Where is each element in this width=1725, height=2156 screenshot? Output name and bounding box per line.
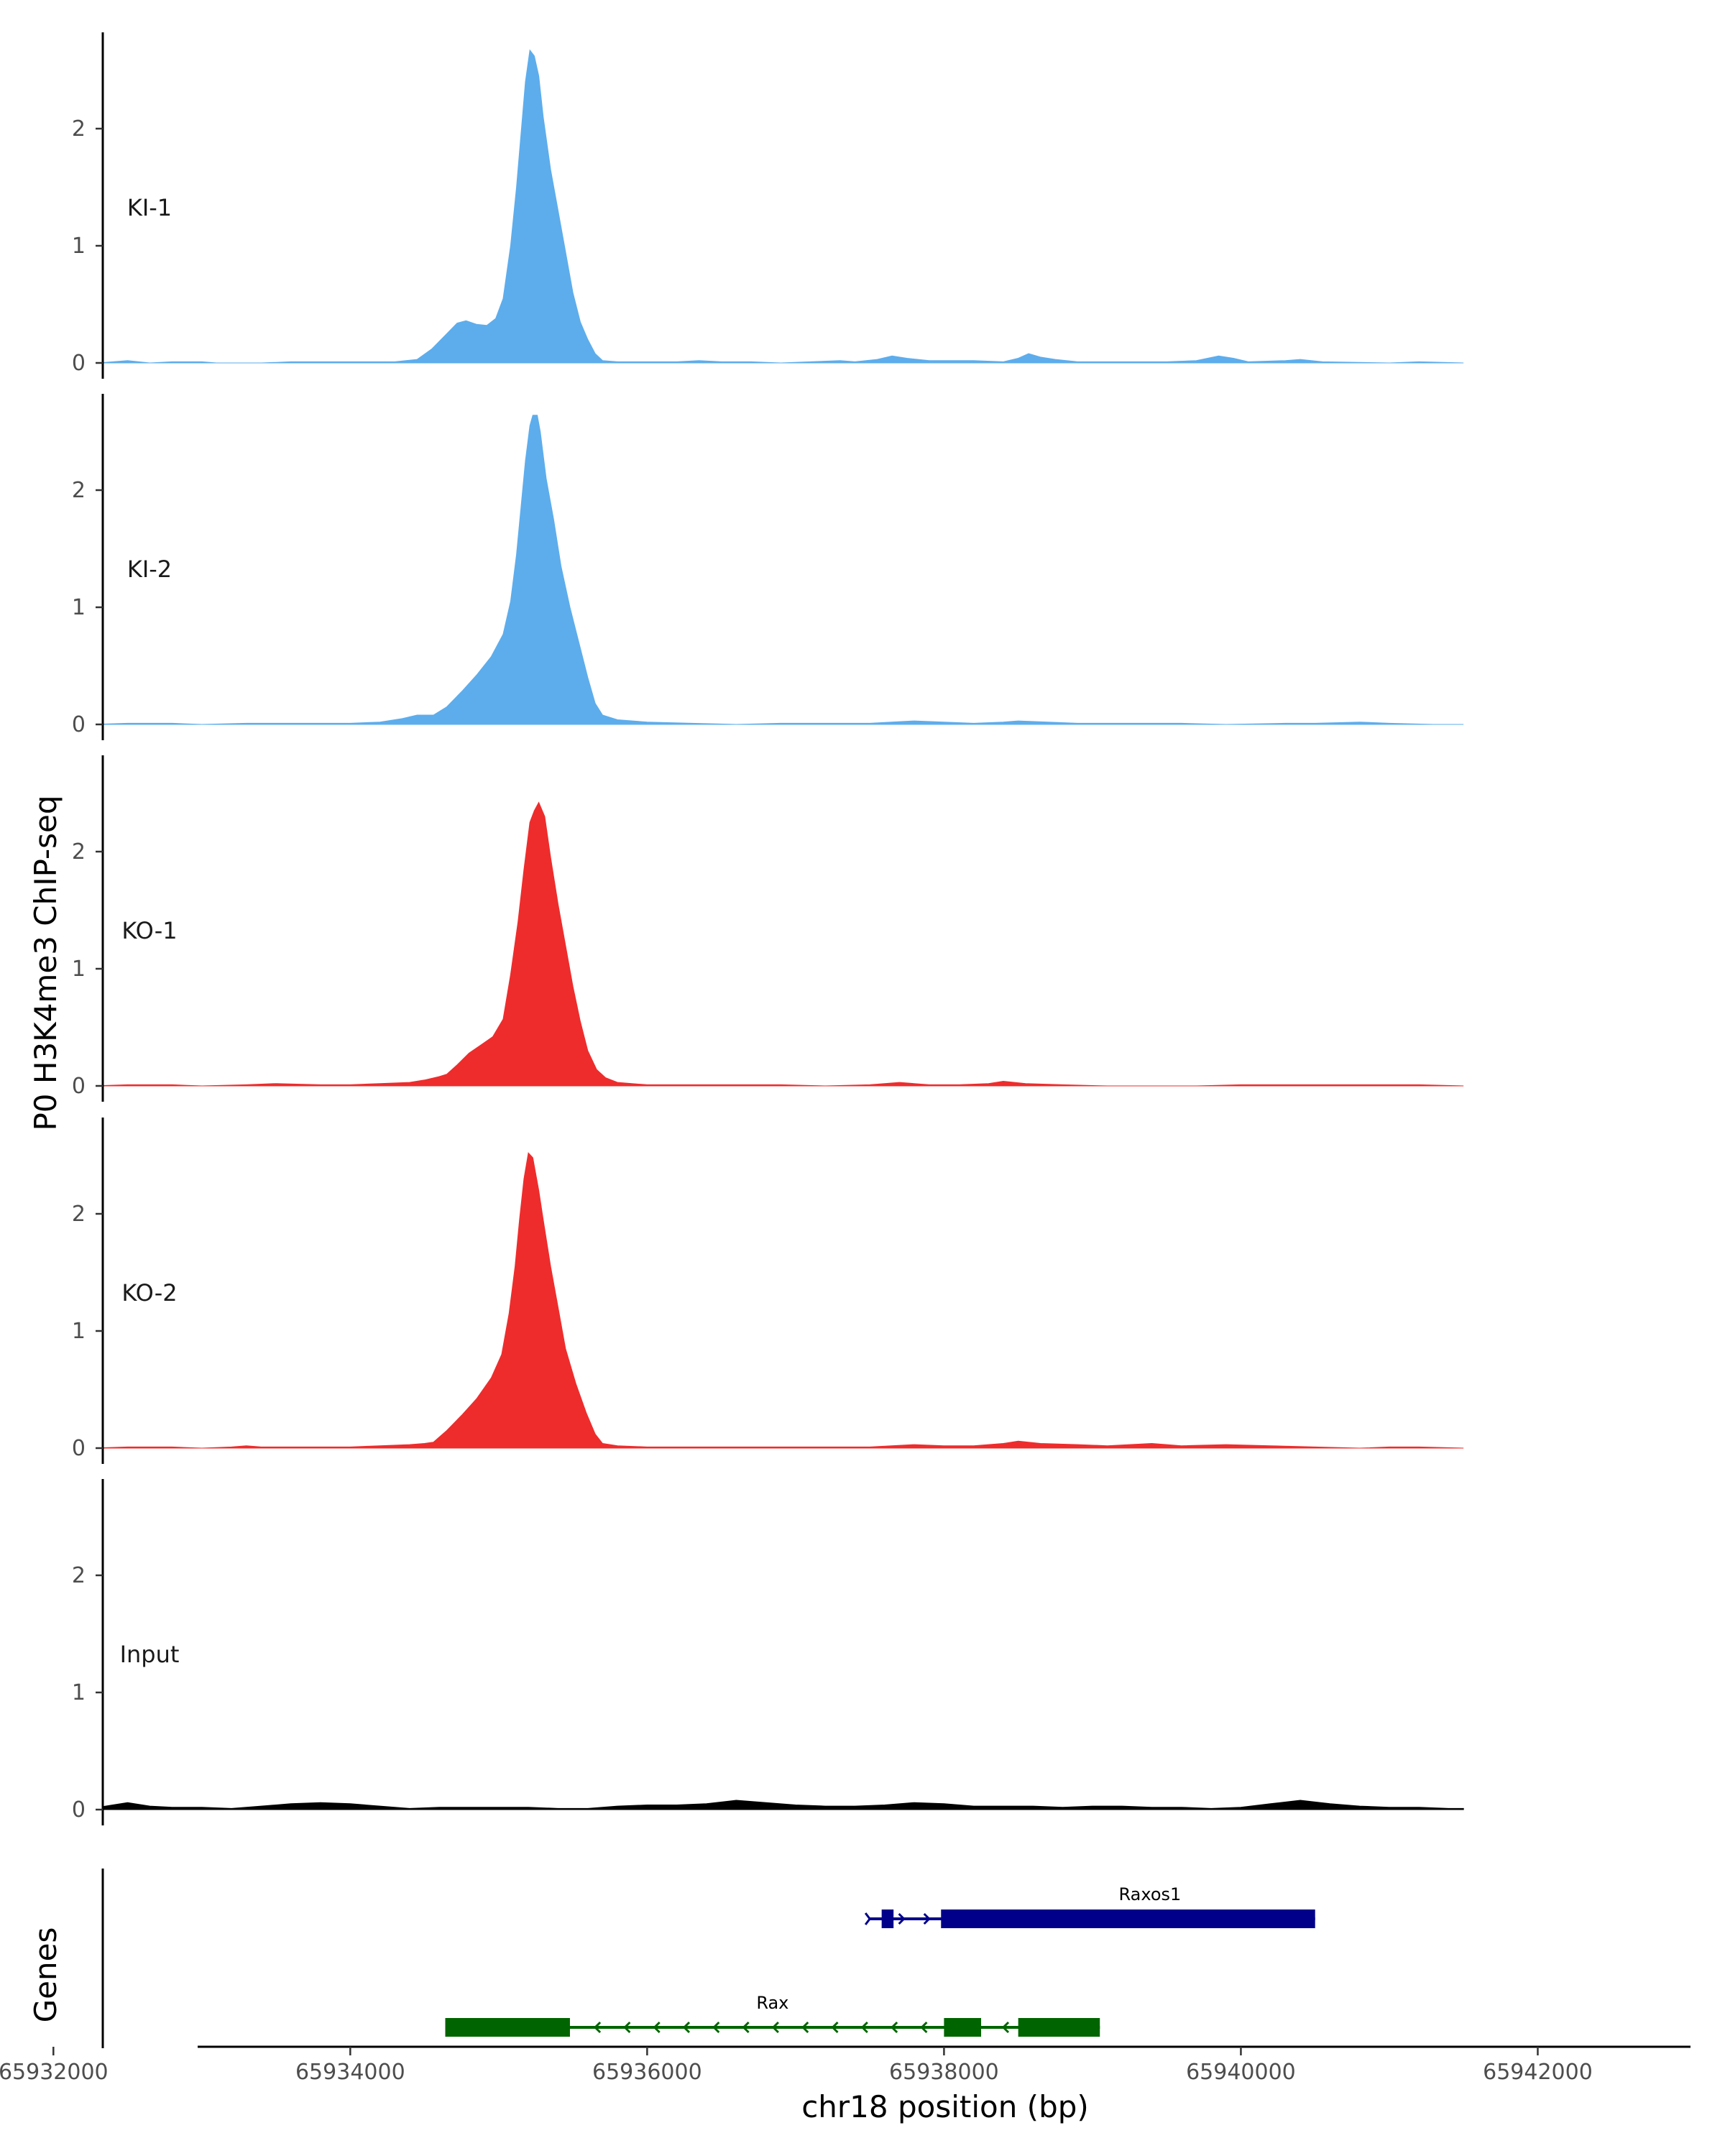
y-tick-label: 2: [72, 839, 86, 865]
track-ko-2: 0 1 2 KO-2: [72, 1118, 1464, 1464]
signal-area-input: [103, 1800, 1464, 1810]
strand-arrow: [623, 2021, 631, 2034]
signal-area-ko-2: [103, 1152, 1464, 1449]
y-tick-label: 1: [72, 595, 86, 620]
strand-arrow: [771, 2021, 779, 2034]
y-tick-label: 0: [72, 351, 86, 376]
y-tick-label: 2: [72, 1202, 86, 1227]
y-tick-label: 2: [72, 1563, 86, 1588]
strand-arrow: [712, 2021, 720, 2034]
track-ki-1: 0 1 2 KI-1: [72, 32, 1464, 379]
strand-arrow: [920, 2021, 928, 2034]
strand-arrow: [801, 2021, 809, 2034]
gene-exon: [881, 1909, 894, 1928]
gene-raxos1: Raxos1: [864, 1884, 1315, 1928]
strand-arrow: [831, 2021, 839, 2034]
strand-arrow: [682, 2021, 691, 2034]
track-label-ko-2: KO-2: [121, 1279, 177, 1307]
y-tick-label: 2: [72, 116, 86, 142]
y-tick-label: 0: [72, 1436, 86, 1461]
genes-axis-title: Genes: [28, 1927, 63, 2023]
gene-exon: [1018, 2018, 1100, 2037]
strand-arrow: [864, 1912, 872, 1925]
y-tick-label: 0: [72, 1074, 86, 1099]
track-input: 0 1 2 Input: [72, 1479, 1464, 1825]
gene-exon: [445, 2018, 570, 2037]
x-tick-label: 65938000: [889, 2060, 999, 2085]
gene-label-raxos1: Raxos1: [1119, 1884, 1182, 1904]
y-tick-label: 0: [72, 1797, 86, 1823]
strand-arrow: [1001, 2021, 1010, 2034]
gene-exon: [941, 1909, 1315, 1928]
x-tick-label: 65942000: [1483, 2060, 1593, 2085]
track-label-ki-2: KI-2: [127, 556, 172, 583]
signal-area-ko-1: [103, 801, 1464, 1087]
y-tick-label: 1: [72, 957, 86, 982]
track-label-ko-1: KO-1: [121, 917, 177, 944]
track-ko-1: 0 1 2 KO-1: [72, 755, 1464, 1102]
strand-arrow: [593, 2021, 602, 2034]
track-label-input: Input: [120, 1641, 180, 1668]
gene-label-rax: Rax: [756, 1993, 788, 2013]
strand-arrow: [890, 2021, 898, 2034]
strand-arrow: [742, 2021, 750, 2034]
x-tick-label: 65932000: [0, 2060, 109, 2085]
y-tick-label: 1: [72, 1680, 86, 1705]
x-tick-label: 65934000: [295, 2060, 405, 2085]
y-tick-label: 1: [72, 1319, 86, 1344]
track-ki-2: 0 1 2 KI-2: [72, 394, 1464, 740]
track-label-ki-1: KI-1: [127, 194, 172, 221]
x-tick-label: 65940000: [1186, 2060, 1296, 2085]
y-tick-label: 2: [72, 478, 86, 503]
y-axis-title: P0 H3K4me3 ChIP-seq: [28, 795, 63, 1130]
x-axis-title: chr18 position (bp): [801, 2089, 1089, 2124]
strand-arrow: [653, 2021, 661, 2034]
signal-area-ki-2: [103, 415, 1464, 725]
y-tick-label: 1: [72, 234, 86, 259]
strand-arrow: [860, 2021, 868, 2034]
strand-arrow: [923, 1912, 931, 1925]
strand-arrow: [898, 1912, 906, 1925]
gene-exon: [944, 2018, 982, 2037]
signal-area-ki-1: [103, 49, 1464, 364]
x-tick-label: 65936000: [592, 2060, 702, 2085]
coverage-tracks: 0 1 2 KI-1 0 1 2 KI-2 0 1 2 KO-1 0 1 2 KO-2 0 1 2 Input: [72, 32, 1464, 1825]
x-axis: 65932000 65934000 65936000 65938000 65940000…: [0, 2045, 1690, 2085]
gene-annotation-panel: Raxos1 Rax: [101, 1869, 1315, 2048]
y-tick-label: 0: [72, 712, 86, 737]
gene-rax: Rax: [445, 1993, 1100, 2037]
